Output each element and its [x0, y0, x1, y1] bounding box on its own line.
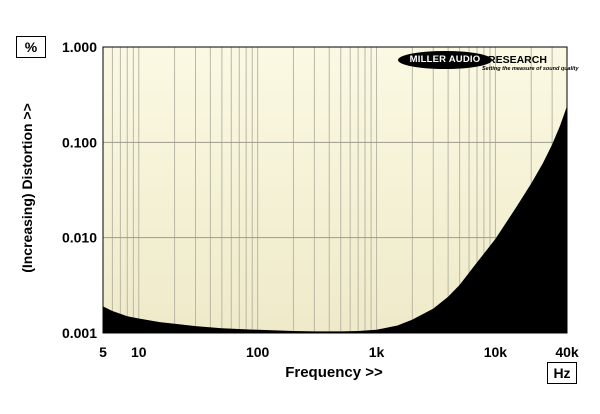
- logo-name-part1: MILLER AUDIO: [398, 51, 492, 69]
- x-tick-label: 100: [246, 344, 270, 360]
- x-tick-label: 1k: [369, 344, 385, 360]
- x-unit-box: Hz: [547, 362, 577, 384]
- y-unit-box: %: [16, 36, 46, 58]
- logo-name-part2: RESEARCH: [488, 54, 547, 66]
- y-axis-ticks: 0.001 0.010 0.100 1.000: [62, 39, 97, 341]
- y-tick-label: 0.010: [62, 230, 97, 246]
- y-tick-label: 0.001: [62, 325, 97, 341]
- x-tick-label: 5: [99, 344, 107, 360]
- y-tick-label: 0.100: [62, 134, 97, 150]
- plot-border: [102, 46, 568, 334]
- distortion-area: [103, 106, 567, 333]
- x-axis-label: Frequency >>: [285, 364, 383, 381]
- x-tick-label: 10: [131, 344, 147, 360]
- x-tick-label: 10k: [484, 344, 508, 360]
- grid-lines: [103, 47, 567, 333]
- y-tick-label: 1.000: [62, 39, 97, 55]
- y-axis-label: (Increasing) Distortion >>: [19, 103, 35, 273]
- x-tick-label: 40k: [555, 344, 579, 360]
- logo-tagline: Setting the measure of sound quality: [482, 66, 579, 72]
- brand-logo: MILLER AUDIO RESEARCH Setting the measur…: [398, 49, 579, 75]
- x-axis-ticks: 5 10 100 1k 10k 40k: [99, 344, 579, 360]
